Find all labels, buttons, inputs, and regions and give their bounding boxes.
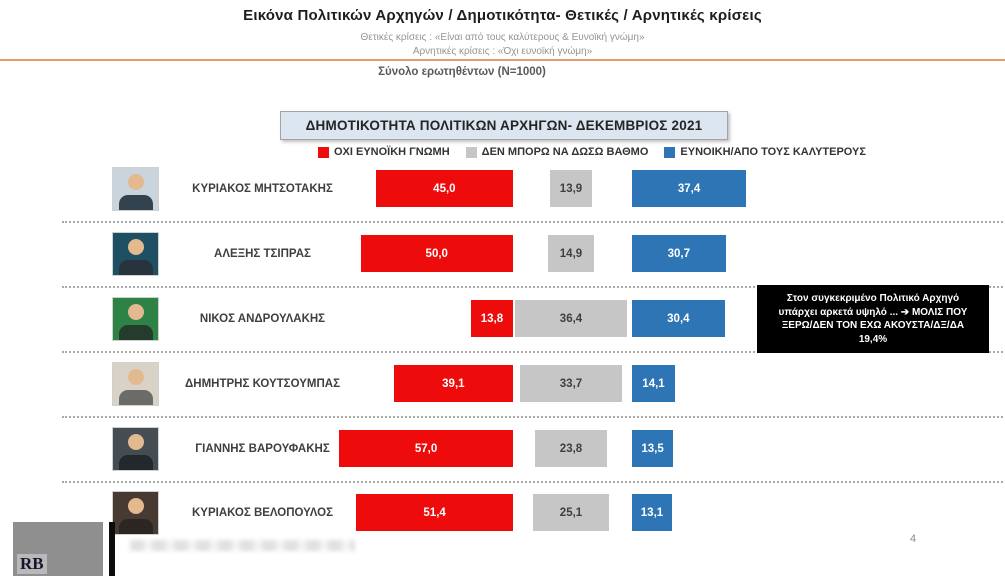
politician-photo [112, 297, 159, 341]
bar-neutral: 14,9 [548, 235, 594, 272]
chart-row: ΚΥΡΙΑΚΟΣ ΜΗΤΣΟΤΑΚΗΣ 45,0 13,9 37,4 [0, 167, 1005, 211]
politician-name: ΚΥΡΙΑΚΟΣ ΒΕΛΟΠΟΥΛΟΣ [191, 506, 333, 519]
chart-row: ΑΛΕΞΗΣ ΤΣΙΠΡΑΣ 50,0 14,9 30,7 [0, 232, 1005, 276]
legend-swatch-gray [465, 146, 477, 158]
chart-row: ΔΗΜΗΤΡΗΣ ΚΟΥΤΣΟΥΜΠΑΣ 39,1 33,7 14,1 [0, 362, 1005, 406]
bar-negative: 50,0 [360, 235, 513, 272]
bar-neutral: 23,8 [534, 430, 608, 467]
agency-logo-text: RB [17, 554, 47, 574]
annotation-line: υπάρχει αρκετά υψηλό ... ➔ ΜΟΛΙΣ ΠΟΥ [778, 306, 968, 318]
bar-positive: 37,4 [632, 170, 747, 207]
bar-value-label: 14,9 [559, 247, 583, 260]
bar-value-label: 14,1 [642, 377, 665, 390]
annotation-line: 19,4% [858, 333, 888, 345]
bar-neutral: 25,1 [532, 494, 610, 531]
bar-value-label: 45,0 [433, 182, 456, 195]
bar-positive: 30,4 [632, 300, 725, 337]
page-title: Εικόνα Πολιτικών Αρχηγών / Δημοτικότητα-… [243, 7, 762, 24]
politician-name: ΔΗΜΗΤΡΗΣ ΚΟΥΤΣΟΥΜΠΑΣ [185, 377, 340, 390]
bar-neutral: 33,7 [519, 365, 623, 402]
bar-value-label: 36,4 [559, 312, 583, 325]
bar-value-label: 51,4 [423, 506, 446, 519]
annotation-line: ΞΕΡΩ/ΔΕΝ ΤΟΝ ΕΧΩ ΑΚΟΥΣΤΑ/ΔΞ/ΔΑ [781, 320, 965, 331]
chart-row: ΚΥΡΙΑΚΟΣ ΒΕΛΟΠΟΥΛΟΣ 51,4 25,1 13,1 [0, 491, 1005, 535]
header-divider-line [0, 59, 1005, 61]
subtitle-positive-definition: Θετικές κρίσεις : «Είναι από τους καλύτε… [360, 32, 645, 43]
chart-title-box: ΔΗΜΟΤΙΚΟΤΗΤΑ ΠΟΛΙΤΙΚΩΝ ΑΡΧΗΓΩΝ- ΔΕΚΕΜΒΡΙ… [280, 111, 728, 140]
bar-negative: 39,1 [393, 365, 513, 402]
politician-name: ΑΛΕΞΗΣ ΤΣΙΠΡΑΣ [214, 247, 311, 260]
annotation-line: Στον συγκεκριμένο Πολιτικό Αρχηγό [786, 293, 960, 304]
chart-legend: ΟΧΙ ΕΥΝΟΪΚΗ ΓΝΩΜΗ ΔΕΝ ΜΠΟΡΩ ΝΑ ΔΩΣΩ ΒΑΘΜ… [318, 146, 866, 158]
politician-name: ΓΙΑΝΝΗΣ ΒΑΡΟΥΦΑΚΗΣ [195, 442, 330, 455]
bar-value-label: 25,1 [559, 506, 583, 519]
politician-photo [112, 232, 159, 276]
bar-value-label: 39,1 [442, 377, 465, 390]
row-separator [62, 351, 1003, 353]
legend-item-positive: ΕΥΝΟΙΚΗ/ΑΠΟ ΤΟΥΣ ΚΑΛΥΤΕΡΟΥΣ [664, 146, 866, 158]
row-separator [62, 221, 1003, 223]
bar-value-label: 37,4 [677, 182, 701, 195]
faded-footer-text [130, 540, 355, 551]
bar-value-label: 13,9 [559, 182, 583, 195]
annotation-callout: Στον συγκεκριμένο Πολιτικό Αρχηγό υπάρχε… [757, 285, 989, 353]
bar-positive: 14,1 [632, 365, 675, 402]
politician-photo [112, 427, 159, 471]
bar-neutral: 13,9 [549, 170, 593, 207]
row-separator [62, 416, 1003, 418]
bar-negative: 13,8 [470, 300, 513, 337]
politician-photo [112, 167, 159, 211]
legend-item-neutral: ΔΕΝ ΜΠΟΡΩ ΝΑ ΔΩΣΩ ΒΑΘΜΟ [465, 146, 649, 158]
chart-row: ΓΙΑΝΝΗΣ ΒΑΡΟΥΦΑΚΗΣ 57,0 23,8 13,5 [0, 427, 1005, 471]
row-separator [62, 286, 1003, 288]
bar-value-label: 33,7 [559, 377, 583, 390]
bar-positive: 13,5 [632, 430, 674, 467]
row-separator [62, 480, 1003, 483]
legend-item-negative: ΟΧΙ ΕΥΝΟΪΚΗ ΓΝΩΜΗ [318, 146, 450, 158]
legend-swatch-blue [664, 146, 676, 158]
bar-value-label: 57,0 [414, 442, 438, 455]
page-number: 4 [910, 533, 917, 545]
bar-neutral: 36,4 [515, 300, 627, 337]
bar-value-label: 30,4 [667, 312, 690, 325]
agency-logo: RB [13, 522, 103, 576]
legend-swatch-red [318, 146, 329, 158]
chart-row: ΝΙΚΟΣ ΑΝΔΡΟΥΛΑΚΗΣ 13,8 36,4 30,4 [0, 297, 1005, 341]
subtitle-negative-definition: Αρνητικές κρίσεις : «Όχι ευνοϊκή γνώμη» [412, 46, 593, 57]
bar-value-label: 30,7 [667, 247, 690, 260]
bar-negative: 51,4 [356, 494, 513, 531]
politician-name: ΝΙΚΟΣ ΑΝΔΡΟΥΛΑΚΗΣ [199, 312, 326, 325]
politician-photo [112, 362, 159, 406]
politician-name: ΚΥΡΙΑΚΟΣ ΜΗΤΣΟΤΑΚΗΣ [192, 182, 333, 195]
bar-value-label: 13,5 [641, 442, 664, 455]
bar-positive: 30,7 [632, 235, 726, 272]
logo-divider-bar [109, 522, 115, 576]
bar-positive: 13,1 [632, 494, 672, 531]
bar-value-label: 50,0 [425, 247, 448, 260]
bar-value-label: 13,8 [480, 312, 504, 325]
bar-value-label: 13,1 [640, 506, 664, 519]
bar-negative: 45,0 [375, 170, 513, 207]
legend-label: ΕΥΝΟΙΚΗ/ΑΠΟ ΤΟΥΣ ΚΑΛΥΤΕΡΟΥΣ [680, 146, 866, 158]
bar-value-label: 23,8 [559, 442, 583, 455]
legend-label: ΟΧΙ ΕΥΝΟΪΚΗ ΓΝΩΜΗ [334, 146, 450, 158]
bar-negative: 57,0 [339, 430, 513, 467]
politician-photo [112, 491, 159, 535]
sample-size-label: Σύνολο ερωτηθέντων (N=1000) [378, 66, 546, 78]
legend-label: ΔΕΝ ΜΠΟΡΩ ΝΑ ΔΩΣΩ ΒΑΘΜΟ [481, 146, 649, 158]
